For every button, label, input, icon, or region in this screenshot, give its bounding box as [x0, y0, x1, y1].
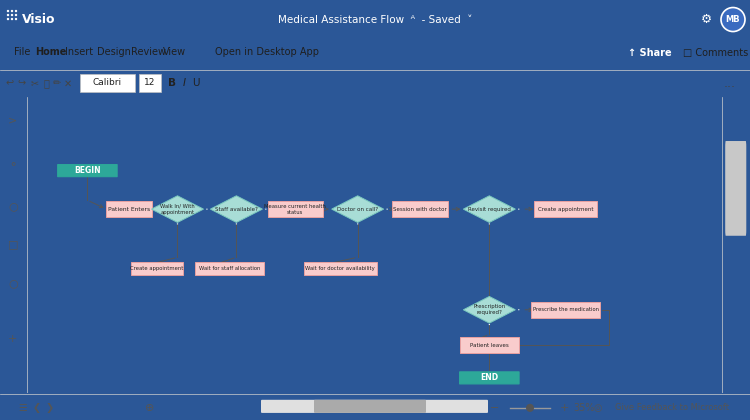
FancyBboxPatch shape: [535, 201, 597, 217]
Circle shape: [15, 14, 17, 16]
Text: ✕: ✕: [64, 79, 72, 89]
Text: Home: Home: [35, 47, 66, 57]
FancyBboxPatch shape: [195, 262, 264, 275]
Text: ...: ...: [724, 77, 736, 90]
Text: □: □: [8, 240, 18, 249]
Text: Calibri: Calibri: [92, 79, 122, 87]
Text: 35%: 35%: [573, 403, 595, 413]
Text: Doctor on call?: Doctor on call?: [337, 207, 378, 212]
Circle shape: [10, 18, 13, 20]
Text: >: >: [8, 115, 17, 125]
Polygon shape: [211, 196, 262, 223]
FancyBboxPatch shape: [314, 400, 426, 413]
Circle shape: [10, 10, 13, 12]
Circle shape: [7, 10, 9, 12]
FancyBboxPatch shape: [613, 43, 687, 63]
Text: Patient leaves: Patient leaves: [470, 343, 509, 348]
Text: +: +: [560, 403, 569, 413]
Text: Lamna Healthcare: Lamna Healthcare: [75, 403, 175, 413]
Text: Session with doctor: Session with doctor: [393, 207, 447, 212]
Text: MB: MB: [726, 15, 740, 24]
Circle shape: [15, 10, 17, 12]
Text: Visio: Visio: [22, 13, 56, 26]
Text: Give Feedback to Microsoft: Give Feedback to Microsoft: [615, 403, 729, 412]
Text: Wait for staff allocation: Wait for staff allocation: [199, 266, 260, 271]
Text: ↩: ↩: [6, 79, 14, 89]
FancyBboxPatch shape: [58, 165, 117, 177]
Text: ○: ○: [8, 201, 18, 211]
Text: ↪: ↪: [17, 79, 25, 89]
Text: ❯: ❯: [46, 403, 54, 413]
Text: −: −: [490, 403, 500, 413]
Circle shape: [721, 8, 745, 31]
FancyBboxPatch shape: [392, 201, 448, 217]
Text: Design: Design: [97, 47, 130, 57]
Text: Review: Review: [131, 47, 166, 57]
Text: END: END: [480, 373, 499, 382]
Text: Walk In/ With
appointment: Walk In/ With appointment: [160, 204, 195, 215]
Text: Create appointment: Create appointment: [538, 207, 593, 212]
FancyBboxPatch shape: [130, 262, 183, 275]
Text: View: View: [163, 47, 186, 57]
Text: ✂: ✂: [31, 79, 39, 89]
Text: Medical Assistance Flow  ᴬ  - Saved  ˅: Medical Assistance Flow ᴬ - Saved ˅: [278, 15, 472, 24]
Text: ⚙: ⚙: [700, 13, 712, 26]
FancyBboxPatch shape: [725, 141, 746, 236]
Text: I: I: [182, 79, 185, 89]
Text: +: +: [8, 334, 17, 344]
FancyBboxPatch shape: [261, 400, 488, 413]
Polygon shape: [464, 297, 515, 323]
Text: Prescribe the medication: Prescribe the medication: [532, 307, 598, 312]
FancyBboxPatch shape: [304, 262, 376, 275]
Text: ◎: ◎: [593, 403, 602, 413]
Text: ↑ Share: ↑ Share: [628, 48, 672, 58]
Text: □ Comments: □ Comments: [683, 48, 748, 58]
FancyBboxPatch shape: [106, 201, 152, 217]
Text: ❮: ❮: [33, 403, 41, 413]
Text: Open in Desktop App: Open in Desktop App: [215, 47, 319, 57]
Text: B: B: [168, 79, 176, 89]
Circle shape: [7, 14, 9, 16]
FancyBboxPatch shape: [268, 201, 323, 217]
Text: U: U: [192, 79, 200, 89]
Text: ⚬: ⚬: [8, 160, 17, 170]
Text: ⊕: ⊕: [145, 403, 154, 413]
Text: BEGIN: BEGIN: [74, 166, 100, 175]
Text: Create appointment: Create appointment: [130, 266, 184, 271]
Text: Insert: Insert: [65, 47, 93, 57]
Text: 12: 12: [144, 79, 156, 87]
Circle shape: [526, 404, 534, 412]
Polygon shape: [152, 196, 203, 223]
Polygon shape: [332, 196, 384, 223]
Circle shape: [10, 14, 13, 16]
FancyBboxPatch shape: [460, 337, 519, 354]
FancyBboxPatch shape: [139, 74, 161, 92]
Text: Patient Enters: Patient Enters: [108, 207, 150, 212]
Text: File: File: [14, 47, 30, 57]
Text: Prescription
required?: Prescription required?: [473, 304, 506, 315]
Text: ☰: ☰: [18, 403, 27, 413]
FancyBboxPatch shape: [80, 74, 135, 92]
Circle shape: [15, 18, 17, 20]
Text: ✏: ✏: [53, 79, 61, 89]
Text: Staff available?: Staff available?: [215, 207, 258, 212]
Text: Wait for doctor availability: Wait for doctor availability: [305, 266, 375, 271]
Circle shape: [7, 18, 9, 20]
Text: Measure current health
status: Measure current health status: [264, 204, 326, 215]
Text: ○: ○: [8, 278, 18, 288]
Text: ⎘: ⎘: [43, 79, 49, 89]
Text: Revisit required: Revisit required: [468, 207, 511, 212]
FancyBboxPatch shape: [531, 302, 600, 318]
FancyBboxPatch shape: [460, 372, 519, 384]
Polygon shape: [464, 196, 515, 223]
